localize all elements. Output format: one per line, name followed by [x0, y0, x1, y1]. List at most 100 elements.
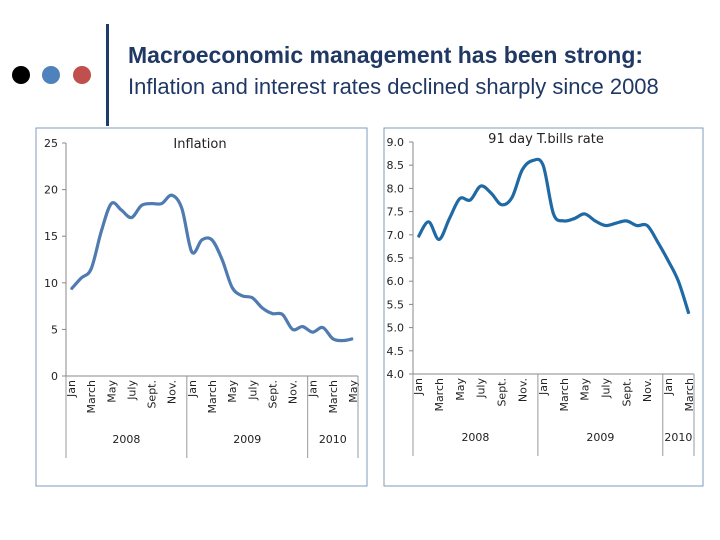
- data-point: [490, 192, 492, 194]
- year-label: 2010: [319, 433, 347, 446]
- chart-title-inflation: Inflation: [173, 137, 226, 152]
- x-tick-label: Jan: [662, 378, 675, 396]
- data-point: [302, 326, 304, 328]
- data-point: [532, 160, 534, 162]
- x-tick-label: Nov.: [516, 378, 529, 402]
- chart-frame-inflation: [35, 127, 368, 487]
- x-tick-label: March: [85, 380, 98, 414]
- x-tick-label: Jan: [307, 380, 320, 398]
- x-tick-label: March: [327, 380, 340, 414]
- x-tick-label: Jan: [412, 378, 425, 396]
- x-tick-label: Jan: [65, 380, 78, 398]
- data-point: [438, 238, 440, 240]
- data-point: [231, 286, 233, 288]
- data-point: [636, 225, 638, 227]
- data-point: [688, 313, 690, 315]
- data-point: [141, 204, 143, 206]
- data-point: [646, 225, 648, 227]
- y-tick-label: 6.5: [387, 252, 405, 265]
- x-tick-label: Sept.: [620, 378, 633, 407]
- x-tick-label: Sept.: [495, 378, 508, 407]
- chart-title-tbills: 91 day T.bills rate: [488, 132, 604, 147]
- data-point: [181, 207, 183, 209]
- x-tick-label: July: [125, 380, 138, 401]
- data-point: [573, 218, 575, 220]
- y-tick-label: 8.0: [387, 182, 405, 195]
- y-tick-label: 5.5: [387, 298, 405, 311]
- page-subtitle: Inflation and interest rates declined sh…: [128, 74, 659, 99]
- y-tick-label: 7.5: [387, 206, 405, 219]
- data-point: [110, 203, 112, 205]
- y-tick-label: 5: [51, 323, 58, 336]
- x-tick-label: Sept.: [266, 380, 279, 409]
- year-label: 2009: [233, 433, 261, 446]
- year-label: 2009: [586, 431, 614, 444]
- y-tick-label: 7.0: [387, 229, 405, 242]
- data-point: [100, 231, 102, 233]
- data-point: [221, 259, 223, 260]
- year-label: 2008: [112, 433, 140, 446]
- data-point: [120, 209, 122, 211]
- x-tick-label: May: [579, 378, 592, 401]
- data-point: [90, 268, 92, 270]
- x-tick-label: May: [226, 380, 239, 403]
- y-tick-label: 15: [44, 230, 58, 243]
- x-tick-label: Nov.: [641, 378, 654, 402]
- x-tick-label: July: [475, 378, 488, 399]
- data-point: [615, 222, 617, 224]
- data-point: [161, 203, 163, 205]
- year-label: 2008: [461, 431, 489, 444]
- data-point: [271, 313, 273, 315]
- blue-dot: [42, 66, 60, 84]
- data-point: [70, 288, 72, 290]
- data-point: [677, 280, 679, 282]
- data-point: [130, 217, 132, 219]
- data-point: [417, 236, 419, 238]
- y-tick-label: 5.0: [387, 322, 405, 335]
- data-point: [241, 295, 243, 297]
- y-tick-label: 20: [44, 184, 58, 197]
- y-tick-label: 8.5: [387, 159, 405, 172]
- x-tick-label: July: [600, 378, 613, 399]
- x-tick-label: March: [433, 378, 446, 412]
- data-point: [292, 328, 294, 330]
- data-point: [251, 297, 253, 299]
- y-tick-label: 25: [44, 137, 58, 150]
- x-tick-label: July: [246, 380, 259, 401]
- data-point: [428, 221, 430, 223]
- x-tick-label: May: [105, 380, 118, 403]
- data-point: [261, 307, 263, 309]
- y-tick-label: 9.0: [387, 136, 405, 149]
- series-line: [416, 157, 691, 315]
- y-tick-label: 6.0: [387, 275, 405, 288]
- black-dot: [12, 66, 30, 84]
- data-point: [469, 199, 471, 201]
- x-tick-label: May: [347, 380, 360, 403]
- year-label: 2010: [664, 431, 692, 444]
- data-point: [657, 241, 659, 243]
- x-tick-label: March: [683, 378, 696, 412]
- data-point: [625, 220, 627, 222]
- data-point: [553, 213, 554, 215]
- data-point: [312, 331, 314, 333]
- data-point: [151, 203, 153, 205]
- data-point: [594, 220, 596, 222]
- data-point: [584, 213, 586, 215]
- x-tick-label: May: [454, 378, 467, 401]
- data-point: [667, 259, 669, 261]
- data-point: [352, 338, 354, 340]
- x-tick-label: March: [558, 378, 571, 412]
- header-divider: [106, 24, 109, 126]
- data-point: [500, 204, 502, 206]
- data-point: [281, 313, 283, 315]
- data-point: [448, 218, 450, 220]
- y-tick-label: 0: [51, 370, 58, 383]
- x-tick-label: Jan: [186, 380, 199, 398]
- data-point: [542, 164, 544, 166]
- x-tick-label: Nov.: [287, 380, 300, 404]
- y-tick-label: 4.5: [387, 345, 405, 358]
- data-point: [342, 340, 344, 342]
- data-point: [201, 239, 203, 241]
- data-point: [322, 327, 324, 329]
- data-point: [511, 197, 513, 199]
